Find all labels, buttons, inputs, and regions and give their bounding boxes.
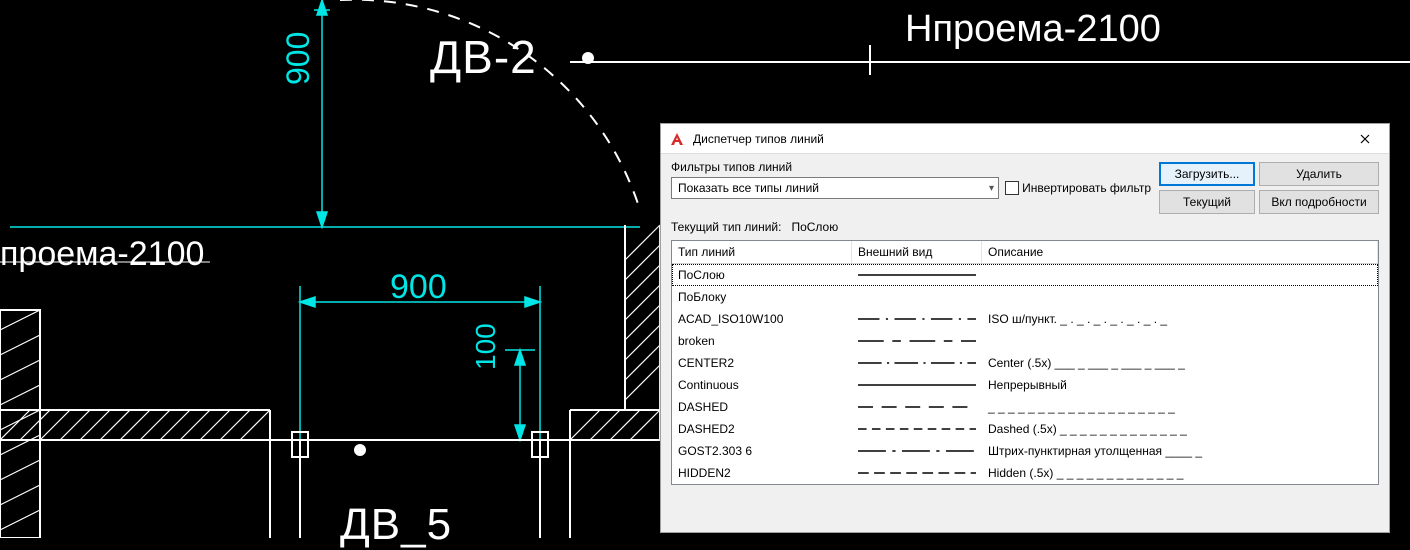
linetype-appearance: [852, 377, 982, 393]
filters-group: Фильтры типов линий Показать все типы ли…: [671, 160, 1151, 199]
grid-header: Тип линий Внешний вид Описание: [672, 241, 1378, 264]
linetype-appearance: [852, 421, 982, 437]
table-row[interactable]: Continuous Непрерывный: [672, 374, 1378, 396]
table-row[interactable]: DASHED2 Dashed (.5x) _ _ _ _ _ _ _ _ _ _ …: [672, 418, 1378, 440]
linetype-name: ПоБлоку: [672, 290, 852, 304]
dropdown-value: Показать все типы линий: [678, 181, 989, 195]
details-button[interactable]: Вкл подробности: [1259, 190, 1379, 214]
linetype-name: HIDDEN2: [672, 466, 852, 480]
linetype-appearance: [852, 267, 982, 283]
col-header-name[interactable]: Тип линий: [672, 241, 852, 263]
cad-label-hproema-left: проема-2100: [0, 235, 204, 274]
dialog-titlebar[interactable]: Диспетчер типов линий: [661, 124, 1389, 154]
close-button[interactable]: [1342, 125, 1387, 153]
linetype-appearance: [852, 333, 982, 349]
linetype-description: Непрерывный: [982, 378, 1378, 392]
current-linetype-label: Текущий тип линий:: [671, 220, 781, 234]
table-row[interactable]: DASHED _ _ _ _ _ _ _ _ _ _ _ _ _ _ _ _ _ …: [672, 396, 1378, 418]
table-row[interactable]: ПоСлою: [672, 264, 1378, 286]
linetype-appearance: [852, 355, 982, 371]
delete-button[interactable]: Удалить: [1259, 162, 1379, 186]
linetype-grid: Тип линий Внешний вид Описание ПоСлою ПоБ…: [671, 240, 1379, 485]
chevron-down-icon: ▾: [989, 183, 994, 194]
filters-row: Фильтры типов линий Показать все типы ли…: [671, 160, 1379, 214]
linetype-name: CENTER2: [672, 356, 852, 370]
linetype-description: Штрих-пунктирная утолщенная ____ _: [982, 444, 1378, 458]
linetype-name: ПоСлою: [672, 268, 852, 282]
linetype-description: ISO ш/пункт. _ . _ . _ . _ . _ . _ . _: [982, 312, 1378, 326]
load-button[interactable]: Загрузить...: [1159, 162, 1255, 186]
linetype-name: Continuous: [672, 378, 852, 392]
dialog-title: Диспетчер типов линий: [693, 132, 1342, 146]
linetype-appearance: [852, 311, 982, 327]
current-linetype-row: Текущий тип линий: ПоСлою: [671, 214, 1379, 238]
col-header-description[interactable]: Описание: [982, 241, 1378, 263]
current-linetype-value: ПоСлою: [791, 220, 838, 234]
cad-label-dv2: ДВ-2: [430, 30, 537, 84]
linetype-description: Hidden (.5x) _ _ _ _ _ _ _ _ _ _ _ _ _: [982, 466, 1378, 480]
linetype-description: Dashed (.5x) _ _ _ _ _ _ _ _ _ _ _ _ _: [982, 422, 1378, 436]
close-icon: [1360, 134, 1370, 144]
table-row[interactable]: HIDDEN2 Hidden (.5x) _ _ _ _ _ _ _ _ _ _ …: [672, 462, 1378, 484]
cad-label-hproema-right: Нпроема-2100: [905, 8, 1161, 51]
linetype-name: broken: [672, 334, 852, 348]
cad-label-dv5: ДВ_5: [340, 500, 452, 550]
linetype-manager-dialog: Диспетчер типов линий Фильтры типов лини…: [660, 123, 1390, 533]
grid-body: ПоСлою ПоБлоку ACAD_ISO10W100 ISO ш/пункт. …: [672, 264, 1378, 484]
table-row[interactable]: CENTER2 Center (.5x) ___ _ ___ _ ___ _ __…: [672, 352, 1378, 374]
cad-dim-100: 100: [470, 323, 502, 370]
invert-filter-checkbox[interactable]: Инвертировать фильтр: [1005, 181, 1151, 195]
table-row[interactable]: broken: [672, 330, 1378, 352]
linetype-appearance: [852, 465, 982, 481]
current-button[interactable]: Текущий: [1159, 190, 1255, 214]
col-header-appearance[interactable]: Внешний вид: [852, 241, 982, 263]
table-row[interactable]: GOST2.303 6 Штрих-пунктирная утолщенная _…: [672, 440, 1378, 462]
linetype-name: ACAD_ISO10W100: [672, 312, 852, 326]
autocad-icon: [669, 131, 685, 147]
linetype-description: Center (.5x) ___ _ ___ _ ___ _ ___ _: [982, 356, 1378, 370]
table-row[interactable]: ACAD_ISO10W100 ISO ш/пункт. _ . _ . _ . _…: [672, 308, 1378, 330]
dialog-buttons: Загрузить... Удалить Текущий Вкл подробн…: [1159, 160, 1379, 214]
linetype-name: DASHED2: [672, 422, 852, 436]
filters-label: Фильтры типов линий: [671, 160, 1151, 174]
table-row[interactable]: ПоБлоку: [672, 286, 1378, 308]
cad-dim-900-vertical: 900: [280, 32, 317, 85]
linetype-name: DASHED: [672, 400, 852, 414]
linetype-appearance: [852, 399, 982, 415]
linetype-description: _ _ _ _ _ _ _ _ _ _ _ _ _ _ _ _ _ _ _: [982, 400, 1378, 414]
invert-filter-label: Инвертировать фильтр: [1022, 181, 1151, 195]
filter-dropdown[interactable]: Показать все типы линий ▾: [671, 177, 999, 199]
cad-dim-900-horizontal: 900: [390, 268, 447, 307]
checkbox-icon: [1005, 181, 1019, 195]
linetype-name: GOST2.303 6: [672, 444, 852, 458]
linetype-appearance: [852, 443, 982, 459]
dialog-body: Фильтры типов линий Показать все типы ли…: [661, 154, 1389, 485]
